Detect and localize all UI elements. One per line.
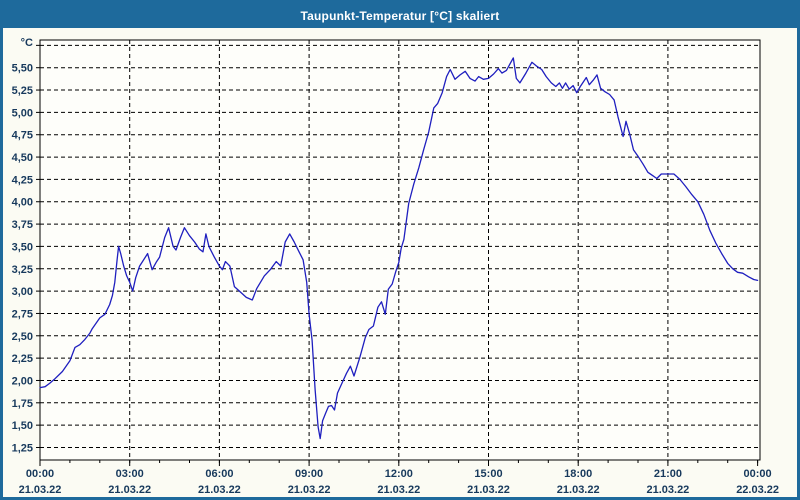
plot-frame xyxy=(39,39,761,461)
page-title: Taupunkt-Temperatur [°C] skaliert xyxy=(300,8,500,23)
svg-text:1,25: 1,25 xyxy=(12,442,33,454)
y-axis-unit-label: °C xyxy=(21,37,33,49)
svg-text:5,00: 5,00 xyxy=(12,107,33,119)
svg-text:3,25: 3,25 xyxy=(12,264,33,276)
svg-text:4,00: 4,00 xyxy=(12,197,33,209)
y-gridlines xyxy=(40,44,760,448)
svg-text:°C: °C xyxy=(21,37,33,49)
svg-text:21.03.22: 21.03.22 xyxy=(646,484,689,496)
svg-text:21.03.22: 21.03.22 xyxy=(108,484,151,496)
svg-text:3,00: 3,00 xyxy=(12,286,33,298)
svg-text:5,25: 5,25 xyxy=(12,85,33,97)
svg-text:2,75: 2,75 xyxy=(12,308,33,320)
svg-text:06:00: 06:00 xyxy=(205,468,233,480)
y-axis-labels: 5,50 5,25 5,00 4,75 4,50 4,25 4,00 3,75 3,50 3,25… xyxy=(12,44,40,454)
svg-text:1,50: 1,50 xyxy=(12,420,33,432)
svg-text:00:00: 00:00 xyxy=(744,468,772,480)
svg-text:00:00: 00:00 xyxy=(26,468,54,480)
svg-text:1,75: 1,75 xyxy=(12,398,33,410)
svg-text:3,75: 3,75 xyxy=(12,219,33,231)
x-axis-labels: 00:00 21.03.22 03:00 21.03.22 06:00 21.03.22 0… xyxy=(19,460,779,496)
svg-text:03:00: 03:00 xyxy=(116,468,144,480)
temperature-line-chart: 5,50 5,25 5,00 4,75 4,50 4,25 4,00 3,75 3,50 3,25… xyxy=(12,37,779,496)
svg-text:22.03.22: 22.03.22 xyxy=(736,484,779,496)
svg-text:21.03.22: 21.03.22 xyxy=(467,484,510,496)
svg-text:21.03.22: 21.03.22 xyxy=(288,484,331,496)
svg-text:15:00: 15:00 xyxy=(474,468,502,480)
svg-text:4,75: 4,75 xyxy=(12,130,33,142)
title-bar: Taupunkt-Temperatur [°C] skaliert xyxy=(3,3,797,28)
svg-text:21:00: 21:00 xyxy=(654,468,682,480)
svg-text:21.03.22: 21.03.22 xyxy=(198,484,241,496)
chart-area: 5,50 5,25 5,00 4,75 4,50 4,25 4,00 3,75 3,50 3,25… xyxy=(3,28,797,497)
svg-text:5,50: 5,50 xyxy=(12,63,33,75)
svg-text:21.03.22: 21.03.22 xyxy=(557,484,600,496)
data-line xyxy=(39,57,759,440)
svg-text:09:00: 09:00 xyxy=(295,468,323,480)
svg-text:4,50: 4,50 xyxy=(12,152,33,164)
svg-text:12:00: 12:00 xyxy=(385,468,413,480)
svg-text:2,50: 2,50 xyxy=(12,331,33,343)
svg-text:4,25: 4,25 xyxy=(12,174,33,186)
x-gridlines xyxy=(129,40,669,460)
svg-text:21.03.22: 21.03.22 xyxy=(19,484,62,496)
svg-text:3,50: 3,50 xyxy=(12,241,33,253)
svg-text:2,00: 2,00 xyxy=(12,375,33,387)
plot-background xyxy=(40,40,760,460)
svg-text:2,25: 2,25 xyxy=(12,353,33,365)
svg-text:18:00: 18:00 xyxy=(564,468,592,480)
svg-text:21.03.22: 21.03.22 xyxy=(377,484,420,496)
